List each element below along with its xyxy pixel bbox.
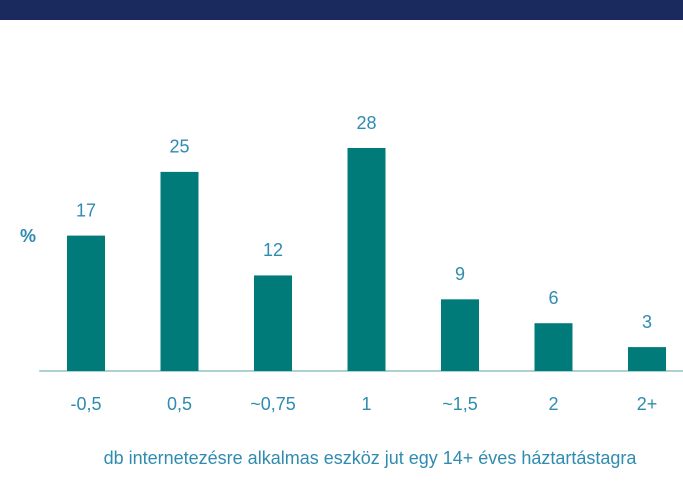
value-label: 28	[356, 113, 376, 133]
x-axis-label: db internetezésre alkalmas eszköz jut eg…	[103, 448, 637, 468]
bar	[254, 275, 292, 371]
bar	[441, 299, 479, 371]
value-label: 12	[263, 240, 283, 260]
x-tick-label: 1	[361, 394, 371, 414]
x-tick-label: 2	[548, 394, 558, 414]
value-label: 25	[169, 137, 189, 157]
x-tick-label: ~0,75	[250, 394, 296, 414]
bar	[160, 171, 199, 371]
value-label: 17	[76, 200, 96, 220]
bar	[534, 323, 573, 371]
bar	[67, 235, 105, 371]
x-tick-label: 0,5	[167, 394, 192, 414]
bar	[347, 148, 386, 371]
value-label: 9	[455, 264, 465, 284]
x-tick-label: -0,5	[70, 394, 101, 414]
header-band	[0, 0, 683, 20]
x-tick-label: ~1,5	[442, 394, 478, 414]
x-tick-label: 2+	[637, 394, 658, 414]
value-label: 3	[642, 312, 652, 332]
value-label: 6	[548, 288, 558, 308]
bar	[628, 347, 666, 371]
y-axis-label: %	[20, 226, 36, 246]
